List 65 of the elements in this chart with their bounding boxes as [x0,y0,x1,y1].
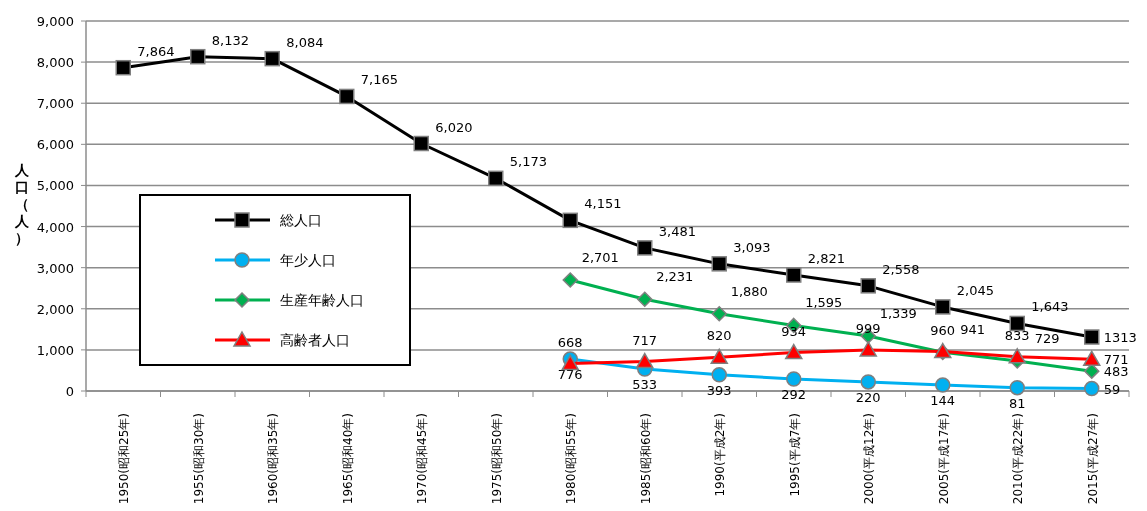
data-label: 2,231 [656,269,694,285]
data-label: 3,093 [733,239,771,255]
y-tick-label: 9,000 [36,14,74,29]
x-tick-label: 1990(平成2年) [713,413,728,497]
x-tick-label: 1960(昭和35年) [266,413,281,505]
legend-label: 年少人口 [280,252,336,268]
data-label: 934 [781,323,807,339]
data-label: 7,864 [137,43,175,59]
legend-label: 総人口 [279,212,322,228]
legend-label: 高齢者人口 [280,332,350,348]
data-label: 81 [1008,395,1026,411]
data-label: 8,132 [211,32,249,48]
data-label: 220 [855,389,881,405]
y-tick-label: 8,000 [36,55,74,71]
y-tick-label: 1,000 [36,342,74,358]
data-label: 1,880 [730,283,768,299]
data-label: 533 [632,377,658,393]
data-label: 5,173 [509,154,547,170]
data-label: 776 [557,367,583,383]
data-label: 6,020 [435,119,473,135]
x-tick-label: 2000(平成12年) [862,413,877,505]
data-label: 2,045 [956,282,994,298]
legend-label: 生産年齢人口 [280,292,364,308]
data-label: 729 [1034,331,1060,347]
x-tick-label: 1950(昭和25年) [117,413,132,505]
y-tick-label: 7,000 [36,96,74,112]
data-label: 1,643 [1031,299,1069,315]
y-tick-label: 3,000 [36,260,74,276]
data-label: 59 [1103,381,1121,397]
y-tick-label: 4,000 [36,219,74,235]
data-label: 8,084 [286,34,324,50]
x-tick-label: 1955(昭和30年) [191,413,206,505]
data-label: 4,151 [584,196,622,212]
data-label: 144 [930,393,956,409]
x-tick-label: 2010(平成22年) [1011,413,1026,505]
data-label: 292 [781,387,807,402]
y-tick-label: 0 [65,384,74,399]
x-tick-label: 2005(平成17年) [936,413,951,505]
data-label: 3,481 [658,223,696,239]
data-label: 393 [706,382,732,398]
data-label: 960 [930,322,956,338]
data-label: 668 [557,334,583,350]
data-label: 717 [632,332,658,348]
data-label: 820 [706,328,732,344]
x-tick-label: 1980(昭和55年) [564,413,579,505]
y-tick-label: 5,000 [36,178,74,194]
x-tick-label: 1975(昭和50年) [489,413,504,505]
data-label: 999 [855,320,881,336]
data-label: 1313 [1103,330,1137,346]
x-tick-label: 1965(昭和40年) [340,413,355,505]
data-label: 941 [960,322,986,338]
x-tick-label: 1995(平成7年) [787,413,802,497]
y-axis-title: 人口（人） [14,162,30,246]
x-tick-label: 2015(平成27年) [1085,413,1100,505]
data-label: 833 [1004,327,1030,343]
y-tick-label: 6,000 [36,137,74,153]
x-tick-label: 1985(昭和60年) [638,413,653,505]
data-label: 1,595 [805,295,843,311]
data-label: 1,339 [879,305,917,321]
data-label: 2,558 [882,261,920,277]
y-tick-label: 2,000 [36,301,74,317]
data-label: 2,821 [807,251,845,267]
data-label: 2,701 [581,249,619,265]
x-tick-label: 1970(昭和45年) [415,413,430,505]
data-label: 7,165 [360,72,398,88]
